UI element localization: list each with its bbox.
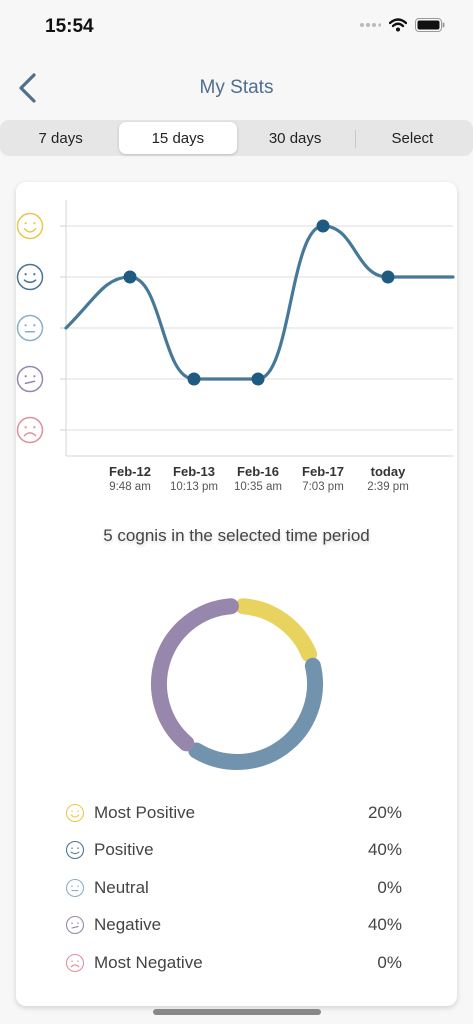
- legend-percent: 40%: [367, 915, 402, 935]
- legend-row: Neutral 0%: [64, 869, 402, 907]
- happy-face-icon-glyph: [65, 841, 85, 860]
- x-tick-date: Feb-17: [302, 464, 344, 479]
- data-point[interactable]: [187, 372, 201, 386]
- status-bar: 15:54: [0, 0, 473, 50]
- x-tick-time: 10:35 am: [234, 481, 282, 493]
- cognis-summary: 5 cognis in the selected time period: [103, 526, 370, 545]
- x-tick-date: Feb-16: [237, 464, 279, 479]
- data-point[interactable]: [123, 270, 137, 284]
- very-sad-face-icon: [16, 416, 44, 444]
- mood-donut-chart: [151, 598, 323, 770]
- donut-segment-negative: [151, 598, 239, 752]
- donut-segment-most-positive: [235, 598, 318, 663]
- tab-30-days[interactable]: 30 days: [268, 129, 322, 147]
- data-point[interactable]: [316, 219, 330, 233]
- neutral-face-icon-glyph: [65, 878, 85, 897]
- wifi-icon: [389, 18, 407, 32]
- chevron-left-icon: [19, 73, 36, 103]
- legend-row: Negative 40%: [64, 907, 402, 945]
- x-tick-date: today: [371, 464, 406, 479]
- x-tick-time: 10:13 pm: [170, 481, 218, 493]
- legend-label: Negative: [94, 915, 162, 935]
- donut-segment-positive: [188, 657, 323, 770]
- x-tick-time: 2:39 pm: [367, 481, 409, 493]
- happy-face-icon: [65, 841, 85, 860]
- mood-line: [64, 224, 455, 381]
- data-point[interactable]: [251, 372, 265, 386]
- legend-label: Most Positive: [94, 802, 196, 822]
- very-happy-face-icon: [65, 803, 85, 822]
- sad-face-icon: [65, 916, 85, 935]
- tab-15-days[interactable]: 15 days: [119, 122, 237, 154]
- legend-row: Most Negative 0%: [64, 944, 402, 982]
- signal-icon: [360, 23, 381, 27]
- data-point[interactable]: [381, 270, 395, 284]
- x-tick-date: Feb-12: [109, 464, 151, 479]
- x-tick-date: Feb-13: [173, 464, 215, 479]
- status-time: 15:54: [45, 16, 94, 37]
- mood-legend: Most Positive 20% Positive 40% Neutral 0% Nega…: [64, 794, 402, 982]
- segment-divider: [355, 130, 356, 148]
- tab-7-days[interactable]: 7 days: [38, 129, 83, 147]
- sad-face-icon-glyph: [65, 916, 85, 935]
- legend-label: Neutral: [94, 877, 149, 897]
- neutral-face-icon: [65, 878, 85, 897]
- legend-row: Positive 40%: [64, 832, 402, 870]
- home-indicator: [153, 1009, 321, 1015]
- legend-label: Most Negative: [94, 952, 203, 972]
- very-happy-face-icon: [16, 212, 44, 240]
- status-icons: [359, 18, 445, 32]
- neutral-face-icon: [16, 314, 44, 342]
- navigation-bar: My Stats: [0, 60, 473, 116]
- legend-percent: 0%: [377, 952, 402, 972]
- legend-row: Most Positive 20%: [64, 794, 402, 832]
- very-sad-face-icon-glyph: [65, 953, 85, 972]
- tab-select[interactable]: Select: [391, 129, 434, 147]
- page-title: My Stats: [199, 77, 274, 98]
- mood-line-chart: Feb-12 9:48 am Feb-13 10:13 pm Feb-16 10:35 a…: [16, 200, 455, 493]
- battery-icon: [415, 18, 445, 32]
- very-happy-face-icon-glyph: [65, 803, 85, 822]
- stats-card: Feb-12 9:48 am Feb-13 10:13 pm Feb-16 10:35 a…: [16, 182, 457, 1006]
- back-button[interactable]: [14, 70, 44, 106]
- x-tick-time: 7:03 pm: [302, 481, 344, 493]
- x-tick-time: 9:48 am: [109, 481, 151, 493]
- legend-percent: 20%: [367, 802, 402, 822]
- time-range-segmented-control: 7 days 15 days 30 days Select: [0, 120, 473, 156]
- happy-face-icon: [16, 263, 44, 291]
- sad-face-icon: [16, 365, 44, 393]
- legend-label: Positive: [94, 840, 154, 860]
- legend-percent: 0%: [377, 877, 402, 897]
- very-sad-face-icon: [65, 953, 85, 972]
- legend-percent: 40%: [367, 840, 402, 860]
